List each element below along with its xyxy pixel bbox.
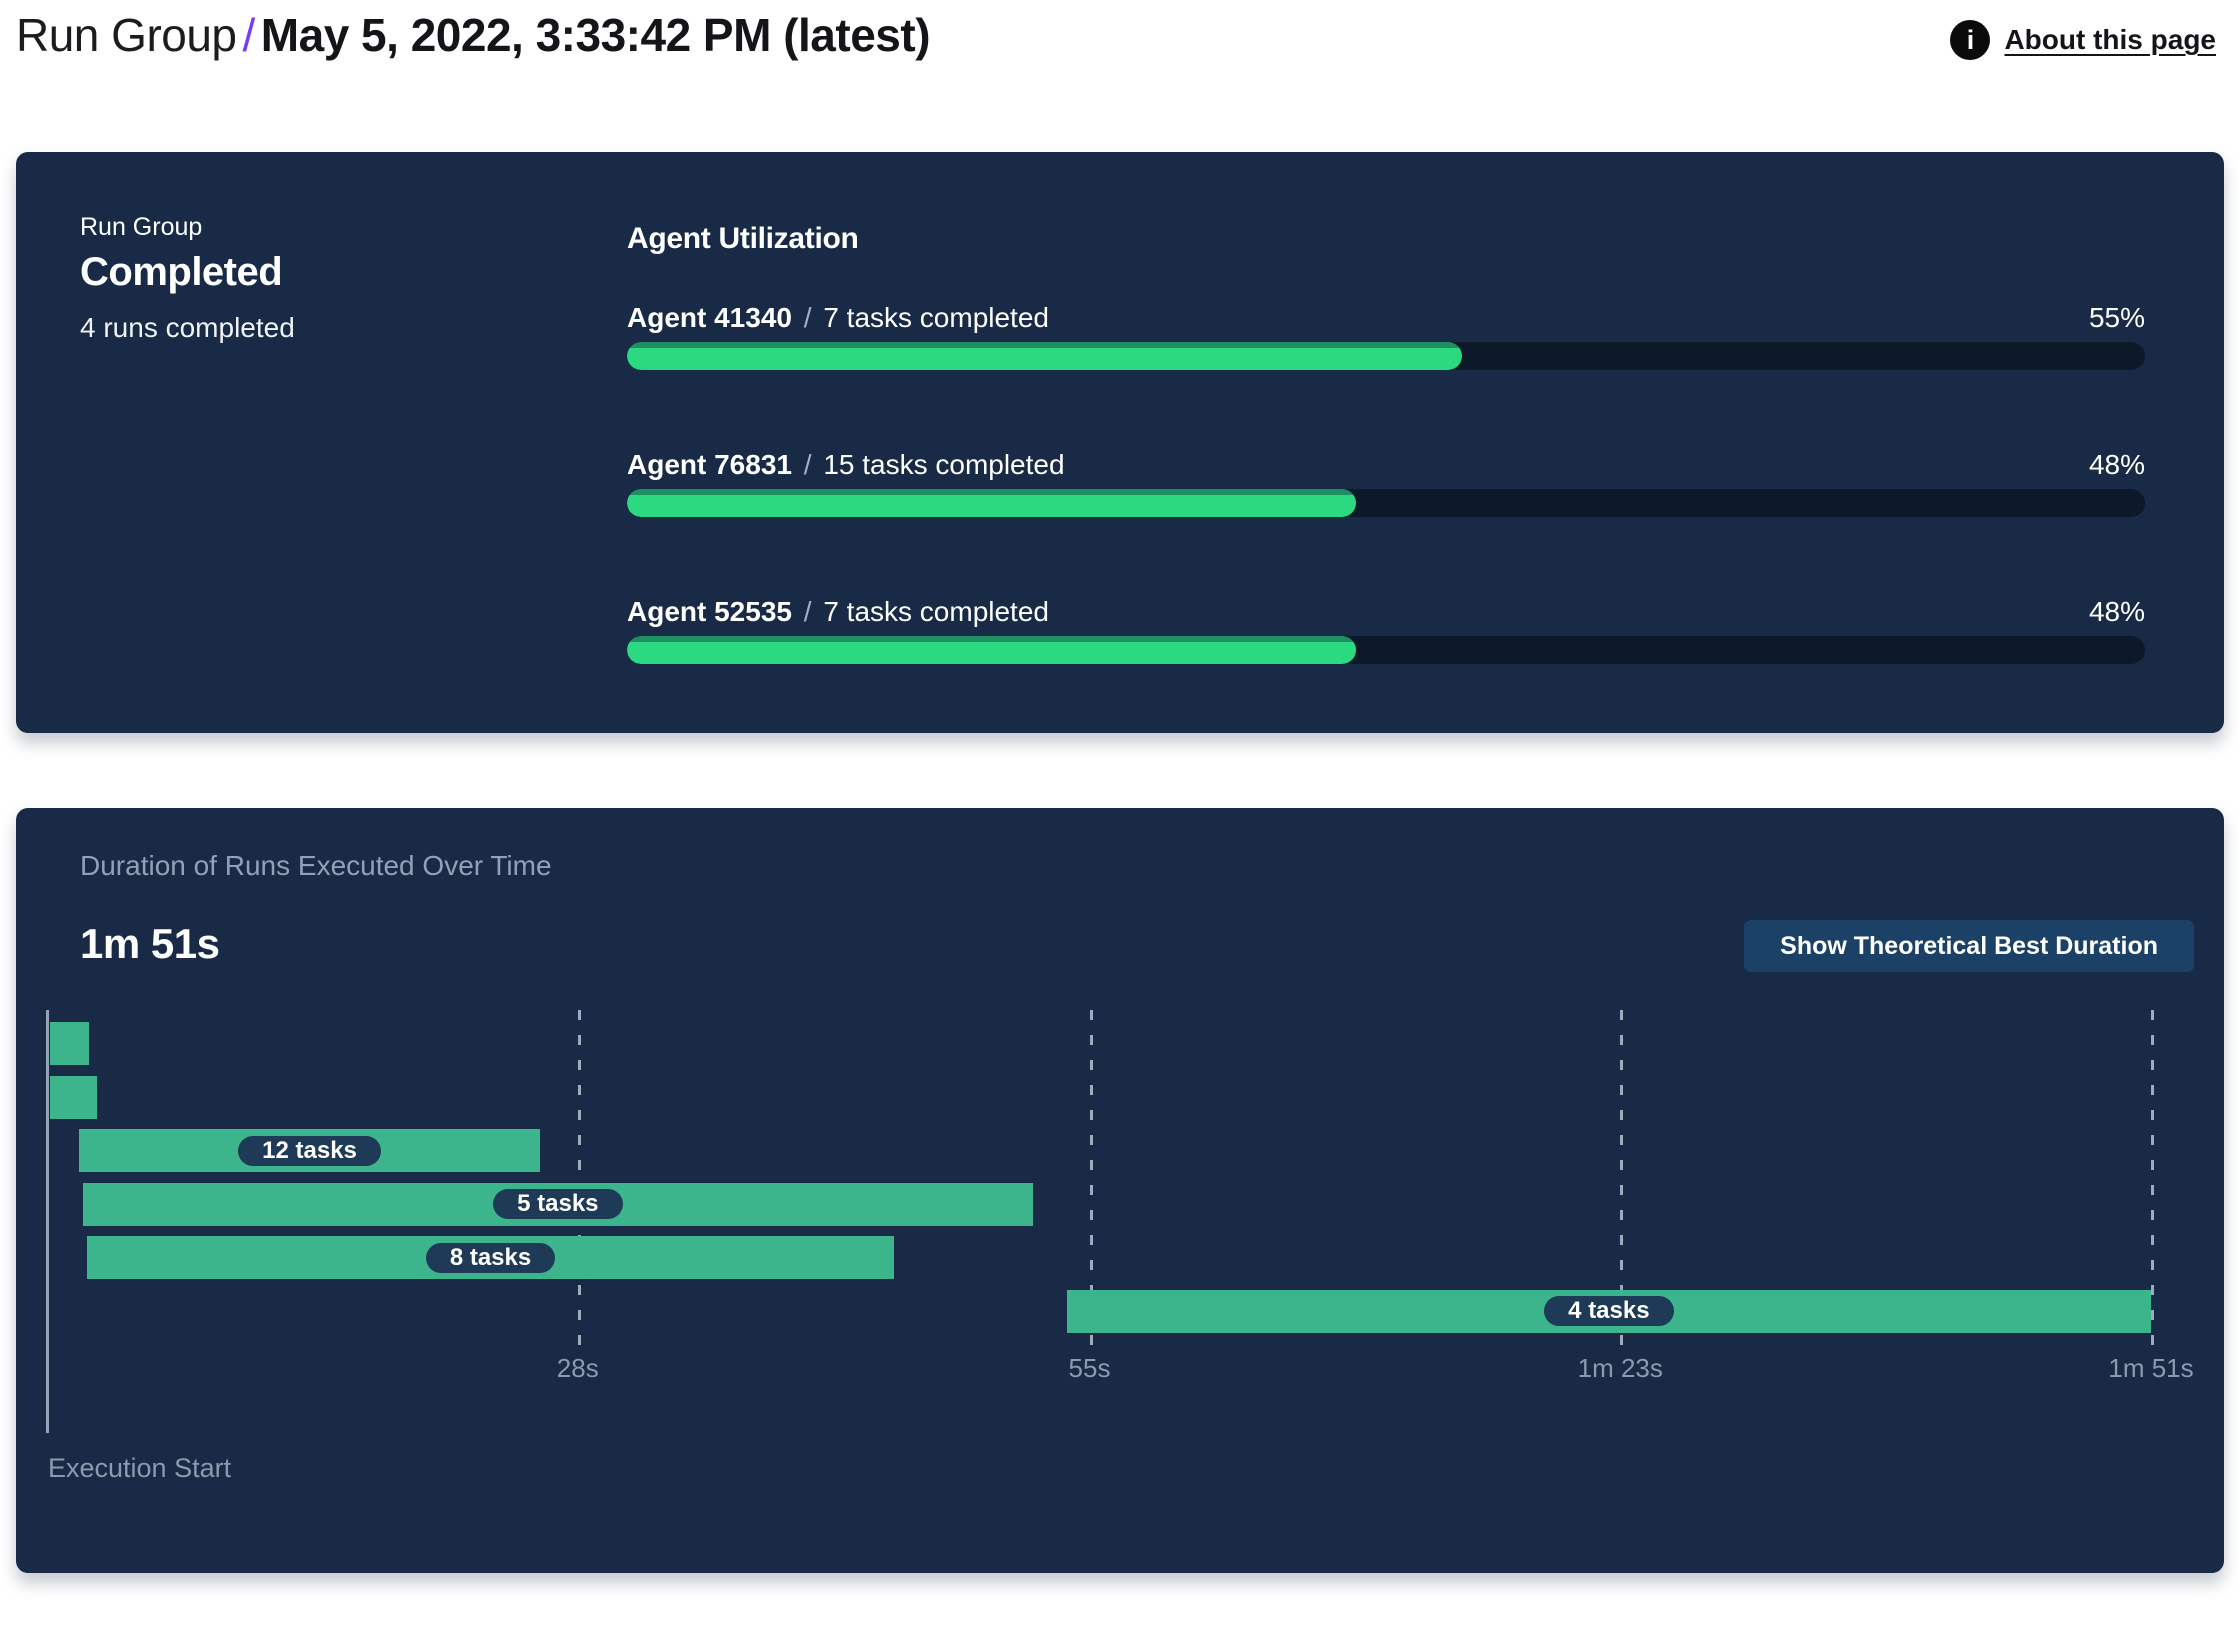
agent-percent: 48% [2088, 596, 2145, 627]
gridline [2151, 1010, 2154, 1345]
tick-label: 28s [556, 1353, 599, 1383]
gantt-bar[interactable]: 5 tasks [83, 1182, 1033, 1226]
agent-name: Agent 52535 [627, 596, 792, 627]
gantt-bar[interactable] [49, 1022, 89, 1065]
agent-row: Agent 52535 / 7 tasks completed 48% [627, 596, 2145, 686]
agent-row-label: Agent 41340 / 7 tasks completed 55% [627, 302, 2145, 334]
task-count-pill: 5 tasks [493, 1189, 623, 1219]
gantt-bar[interactable] [49, 1075, 98, 1119]
gantt-bar[interactable]: 8 tasks [86, 1236, 895, 1279]
gantt-bar[interactable]: 4 tasks [1066, 1289, 2151, 1333]
show-best-duration-button[interactable]: Show Theoretical Best Duration [1744, 920, 2194, 972]
tick-label: 55s [1068, 1353, 1111, 1383]
tick-label: 1m 23s [1577, 1353, 1663, 1383]
execution-start-label: Execution Start [48, 1453, 232, 1483]
agent-separator: / [803, 596, 812, 627]
agent-separator: / [803, 302, 812, 333]
agent-progress-track [627, 489, 2145, 517]
duration-total: 1m 51s [80, 920, 220, 967]
agent-tasks: 7 tasks completed [823, 596, 1049, 627]
agent-percent: 48% [2088, 449, 2145, 480]
agent-progress-fill [627, 636, 1356, 664]
info-icon: i [1950, 20, 1991, 60]
agent-name: Agent 41340 [627, 302, 792, 333]
agent-tasks: 15 tasks completed [823, 449, 1065, 480]
tick-label: 1m 51s [2108, 1353, 2194, 1383]
agent-progress-fill [627, 342, 1462, 370]
run-group-detail: 4 runs completed [80, 312, 295, 343]
gridline [577, 1010, 581, 1345]
agent-tasks: 7 tasks completed [823, 302, 1049, 333]
task-count-pill: 8 tasks [425, 1242, 556, 1273]
breadcrumb: Run Group / May 5, 2022, 3:33:42 PM (lates… [16, 8, 2224, 62]
agent-progress-fill [627, 489, 1356, 517]
breadcrumb-separator: / [242, 9, 256, 61]
agent-row: Agent 76831 / 15 tasks completed 48% [627, 449, 2145, 539]
run-group-status: Completed [80, 250, 283, 294]
y-axis-line [46, 1010, 49, 1433]
run-group-label: Run Group [80, 213, 203, 241]
agent-progress-track [627, 636, 2145, 664]
duration-subtitle: Duration of Runs Executed Over Time [80, 850, 552, 881]
breadcrumb-root: Run Group [16, 9, 237, 61]
agent-progress-track [627, 342, 2145, 370]
gridline [1089, 1010, 1093, 1345]
agent-row-label: Agent 76831 / 15 tasks completed 48% [627, 449, 2145, 481]
about-link[interactable]: i About this page [1950, 20, 2216, 60]
agent-utilization-title: Agent Utilization [627, 222, 859, 255]
about-label: About this page [2004, 24, 2216, 55]
gridline [1620, 1010, 1624, 1345]
gantt-chart: Execution Start 28s 55s 1m 23s 1m 51s 12 tas… [16, 808, 2224, 1573]
page-header: Run Group / May 5, 2022, 3:33:42 PM (lates… [16, 8, 2224, 78]
run-group-summary-panel: Run Group Completed 4 runs completed Age… [16, 152, 2224, 733]
agent-row-label: Agent 52535 / 7 tasks completed 48% [627, 596, 2145, 628]
page-title: May 5, 2022, 3:33:42 PM (latest) [260, 9, 931, 61]
agent-row: Agent 41340 / 7 tasks completed 55% [627, 302, 2145, 392]
gantt-bar[interactable]: 12 tasks [79, 1129, 540, 1172]
agent-name: Agent 76831 [627, 449, 792, 480]
task-count-pill: 12 tasks [238, 1135, 381, 1166]
duration-panel: Duration of Runs Executed Over Time 1m 5… [16, 808, 2224, 1573]
agent-percent: 55% [2088, 302, 2145, 333]
agent-separator: / [803, 449, 812, 480]
task-count-pill: 4 tasks [1544, 1296, 1674, 1326]
